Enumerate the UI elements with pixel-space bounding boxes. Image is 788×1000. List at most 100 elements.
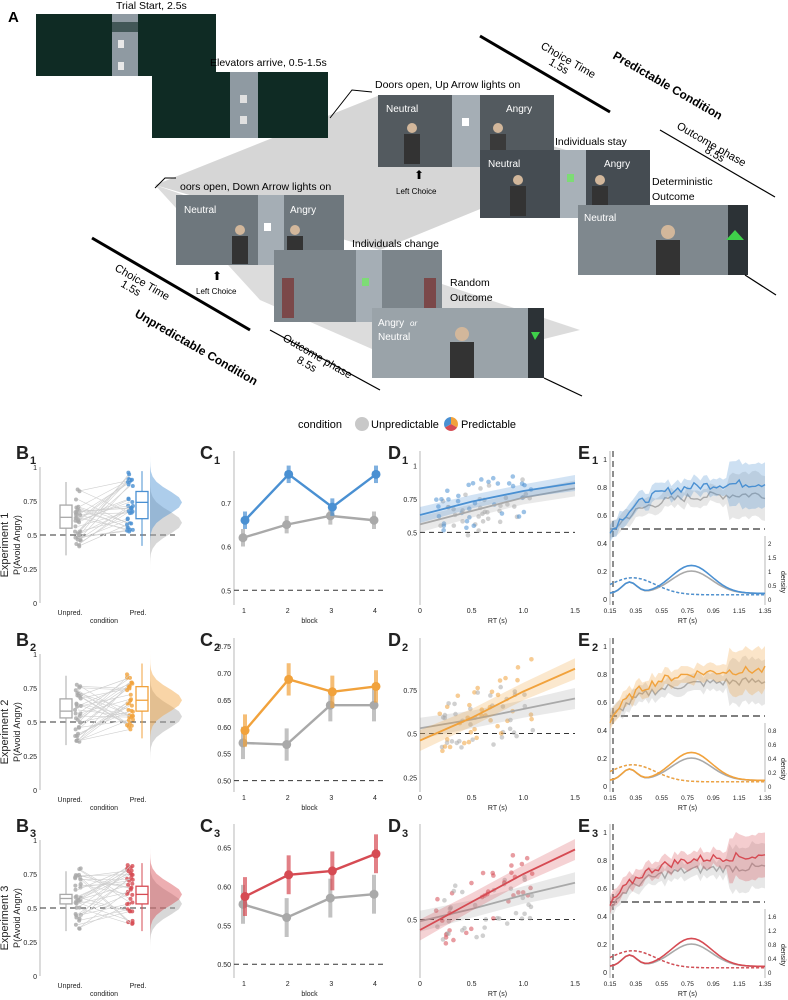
d2-point xyxy=(489,689,495,695)
d1-fit-line xyxy=(419,482,576,516)
d3-xtick: 0 xyxy=(418,981,422,988)
c3-point xyxy=(325,893,335,903)
b3-ytick: 0.5 xyxy=(27,906,37,913)
b3-ytick: 0 xyxy=(33,974,37,981)
b2-unpred-point xyxy=(75,690,80,695)
b1-pred-point xyxy=(125,525,130,530)
b2-pred-point xyxy=(130,709,135,714)
b2-pair-line xyxy=(77,729,131,742)
d3-xtick: 1.5 xyxy=(570,981,580,988)
e3-pavoid-line xyxy=(609,862,766,908)
b3-pair-line xyxy=(77,864,131,901)
b3-pair-line xyxy=(77,877,131,919)
b2-unpred-point xyxy=(74,682,79,687)
c3-xtick: 3 xyxy=(329,981,333,988)
b1-unpred-violin xyxy=(150,471,182,575)
e3-density-tick: 0.4 xyxy=(768,957,777,963)
e3-pavoid-line xyxy=(609,851,766,906)
c1-series-line xyxy=(244,472,377,522)
b3-unpred-point xyxy=(73,922,78,927)
panel-e1-label: E xyxy=(578,443,590,463)
c2-point xyxy=(371,681,381,691)
b3-pred-point xyxy=(128,909,133,914)
d1-point xyxy=(441,521,447,526)
d3-point xyxy=(433,908,439,913)
b1-pair-line xyxy=(77,472,131,538)
legend-unpred-swatch xyxy=(355,417,369,431)
b2-pred-violin xyxy=(150,648,182,752)
d3-point xyxy=(442,898,447,903)
d2-point xyxy=(459,745,464,750)
d2-point xyxy=(453,711,458,717)
d2-point xyxy=(479,707,485,713)
e1-pavoid-band xyxy=(610,470,765,538)
b1-xtick-unpred: Unpred. xyxy=(58,610,83,617)
d3-point xyxy=(504,921,510,926)
d1-ytick: 0.5 xyxy=(407,530,417,537)
e3-xtick: 0.55 xyxy=(655,981,668,988)
e3-density-unchosen xyxy=(609,950,765,969)
panel-c2-label: C xyxy=(200,630,213,650)
b3-pair-line xyxy=(77,876,131,924)
c2-point xyxy=(369,700,379,710)
d2-point xyxy=(472,726,477,732)
d3-point xyxy=(516,890,521,895)
c3-point xyxy=(371,849,381,859)
d2-point xyxy=(528,712,534,717)
individuals-change-label: Individuals change xyxy=(352,238,439,250)
d3-point xyxy=(520,890,526,895)
b2-pair-line xyxy=(77,683,131,707)
c2-ytick: 0.75 xyxy=(217,644,231,651)
e1-pavoid-line xyxy=(609,478,766,534)
d2-point xyxy=(499,735,505,740)
b1-ytick: 0.25 xyxy=(23,567,37,574)
b3-pred-point xyxy=(128,887,133,892)
d2-point xyxy=(455,693,461,699)
e3-density-chosen xyxy=(609,937,766,968)
b2-ytick: 0.25 xyxy=(23,754,37,761)
c1-point xyxy=(240,515,250,525)
b1-pred-point xyxy=(125,480,130,485)
b1-pair-line xyxy=(77,517,131,531)
panel-b1-subscript: 1 xyxy=(30,455,36,467)
b1-unpred-point xyxy=(73,524,78,529)
e1-density-tick: 0.5 xyxy=(768,584,777,590)
b3-pair-line xyxy=(77,868,131,900)
e2-pavoid-line xyxy=(609,665,766,724)
panel-d1-label: D xyxy=(388,443,401,463)
d3-point xyxy=(522,877,528,883)
d2-point xyxy=(498,684,503,690)
b1-pair-line xyxy=(77,479,131,521)
b3-pred-point xyxy=(126,869,131,874)
e2-pavoid-band xyxy=(610,646,765,730)
c3-ytick: 0.55 xyxy=(217,923,231,930)
c2-ytick: 0.70 xyxy=(217,671,231,678)
e3-density-tick: 0.8 xyxy=(768,943,777,949)
b1-pair-line xyxy=(77,523,131,547)
b3-pair-line xyxy=(77,865,131,918)
d1-point xyxy=(511,504,517,509)
b1-pair-line xyxy=(77,499,131,525)
c1-xtick: 4 xyxy=(373,608,377,615)
b3-pred-point xyxy=(128,896,133,901)
b1-unpred-point xyxy=(75,507,80,512)
b1-pair-line xyxy=(77,505,131,513)
d2-point xyxy=(500,704,506,709)
deterministic-label-2: Outcome xyxy=(652,191,695,203)
b1-unpred-point xyxy=(78,538,83,543)
b3-unpred-point xyxy=(77,905,82,910)
b2-unpred-point xyxy=(77,720,82,725)
b3-pair-line xyxy=(77,911,131,926)
e3-ytick: 1 xyxy=(603,830,607,837)
connector-up xyxy=(329,89,373,119)
d2-point xyxy=(512,689,518,694)
b2-pair-line xyxy=(77,711,131,723)
b1-ytick: 0 xyxy=(33,601,37,608)
b1-pred-point xyxy=(129,477,134,482)
e1-xlabel: RT (s) xyxy=(678,618,697,625)
b2-pair-line xyxy=(77,715,131,718)
b3-ytick: 0.75 xyxy=(23,872,37,879)
b1-ytick: 0.75 xyxy=(23,499,37,506)
d3-point xyxy=(460,889,465,895)
panel-d1-subscript: 1 xyxy=(402,455,408,467)
